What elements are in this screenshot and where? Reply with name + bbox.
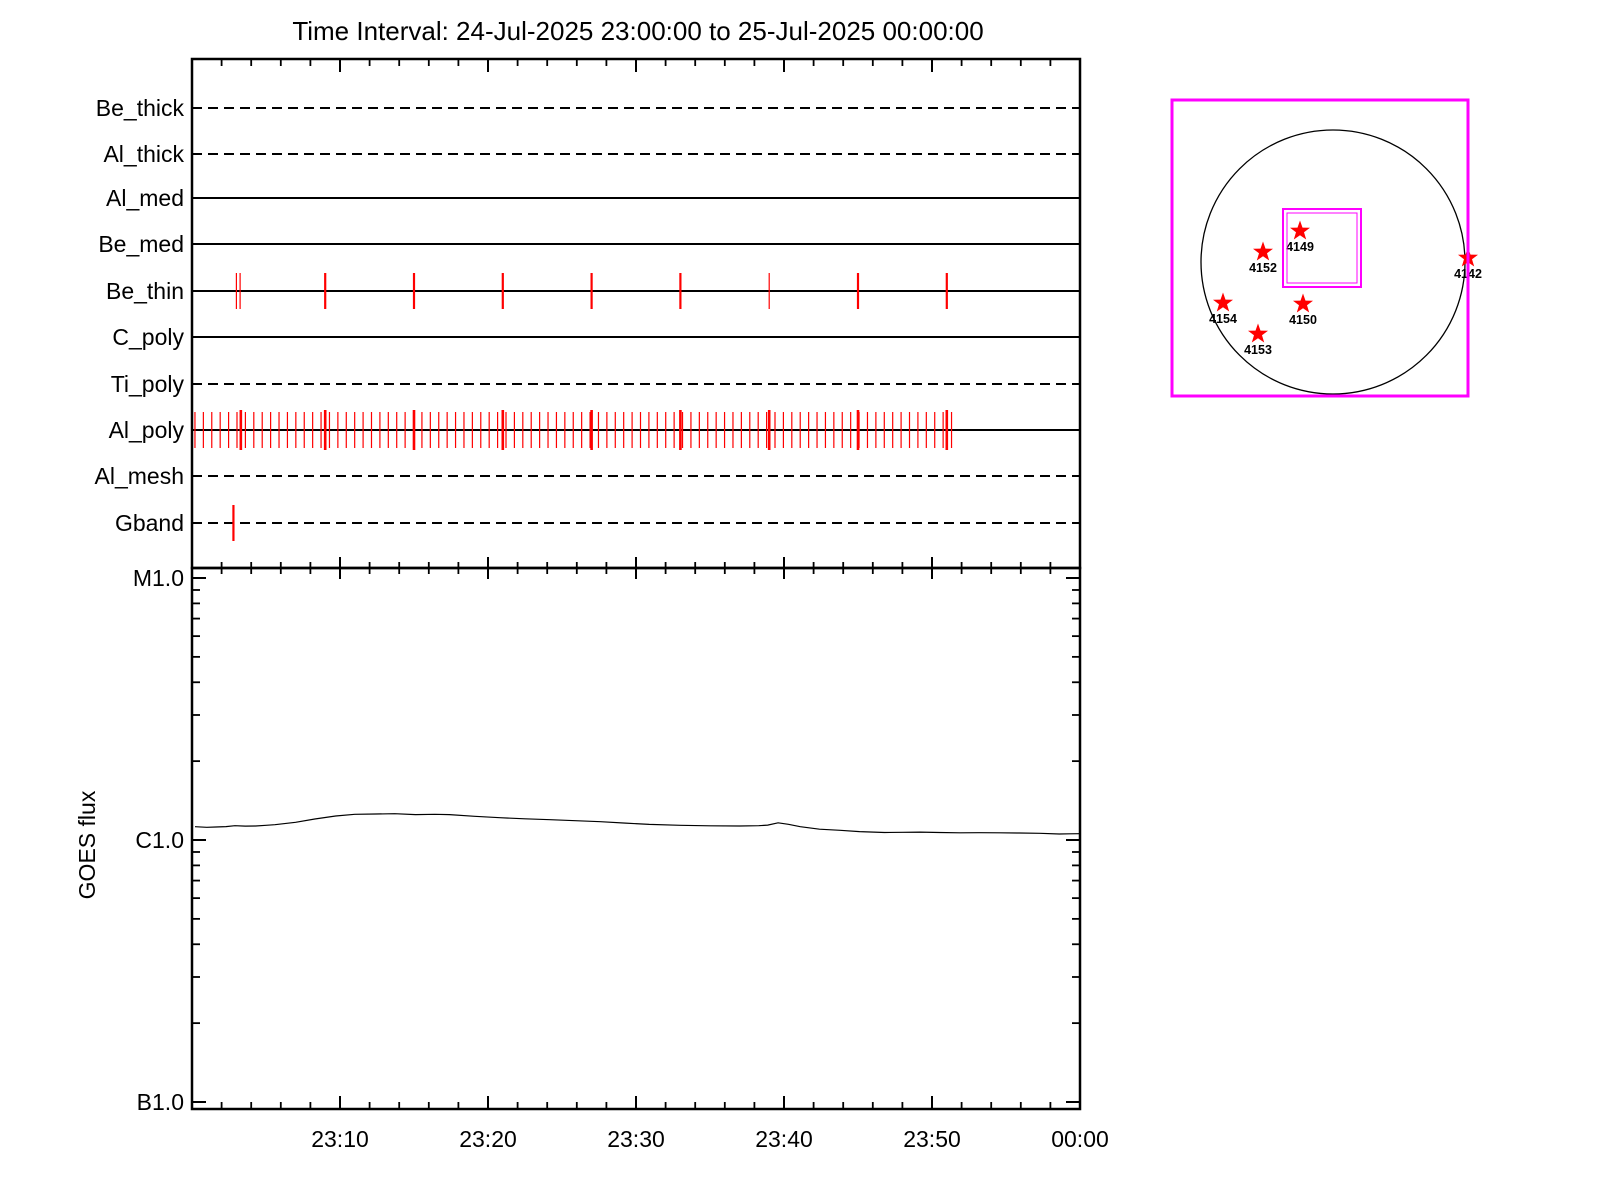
x-tick-label: 23:30 — [607, 1126, 665, 1152]
active-region-label: 4153 — [1244, 343, 1272, 357]
active-region-star — [1253, 241, 1273, 261]
filter-row-label: Ti_poly — [111, 371, 185, 397]
x-tick-label: 23:10 — [311, 1126, 369, 1152]
active-region-label: 4154 — [1209, 312, 1237, 326]
filter-row-label: Al_thick — [103, 141, 184, 167]
figure-title: Time Interval: 24-Jul-2025 23:00:00 to 2… — [292, 16, 983, 46]
goes-flux-panel: 23:10 23:20 23:30 23:40 23:50 00:00 M1.0 C1.0 B1… — [133, 557, 1109, 1152]
x-tick-label: 23:50 — [903, 1126, 961, 1152]
active-region-label: 4149 — [1286, 240, 1314, 254]
active-region-star — [1293, 293, 1313, 313]
filter-row-label: Be_thin — [106, 278, 184, 304]
filter-row-label: Be_med — [98, 231, 184, 257]
active-region-star — [1213, 292, 1233, 312]
x-tick-label: 23:20 — [459, 1126, 517, 1152]
y-tick-label: B1.0 — [137, 1089, 184, 1115]
fov-box — [1170, 98, 1470, 398]
filter-row-label: Al_med — [106, 185, 184, 211]
active-region-label: 4150 — [1289, 313, 1317, 327]
target-box-inner-line — [1286, 212, 1358, 284]
active-region-star — [1290, 220, 1310, 240]
filter-row-label: C_poly — [112, 324, 184, 350]
x-tick-label: 23:40 — [755, 1126, 813, 1152]
y-tick-label: C1.0 — [135, 827, 184, 853]
active-region-label: 4152 — [1249, 261, 1277, 275]
goes-flux-axis-label: GOES flux — [74, 790, 100, 899]
solar-limb-circle — [1200, 129, 1466, 395]
target-box — [1282, 208, 1362, 288]
filter-row-label: Al_poly — [109, 417, 185, 443]
goes-panel-border — [190, 566, 1082, 1111]
filter-row-label: Gband — [115, 510, 184, 536]
filter-exposure-panel: Be_thick Al_thick Al_med Be_med Be_thin C_pol… — [95, 57, 1082, 570]
goes-flux-curve — [194, 813, 1081, 835]
x-tick-label: 00:00 — [1051, 1126, 1109, 1152]
active-region-star — [1248, 323, 1268, 343]
y-tick-label: M1.0 — [133, 565, 184, 591]
filter-row-label: Al_mesh — [95, 463, 184, 489]
filter-panel-border — [190, 57, 1082, 570]
filter-row-label: Be_thick — [96, 95, 185, 121]
